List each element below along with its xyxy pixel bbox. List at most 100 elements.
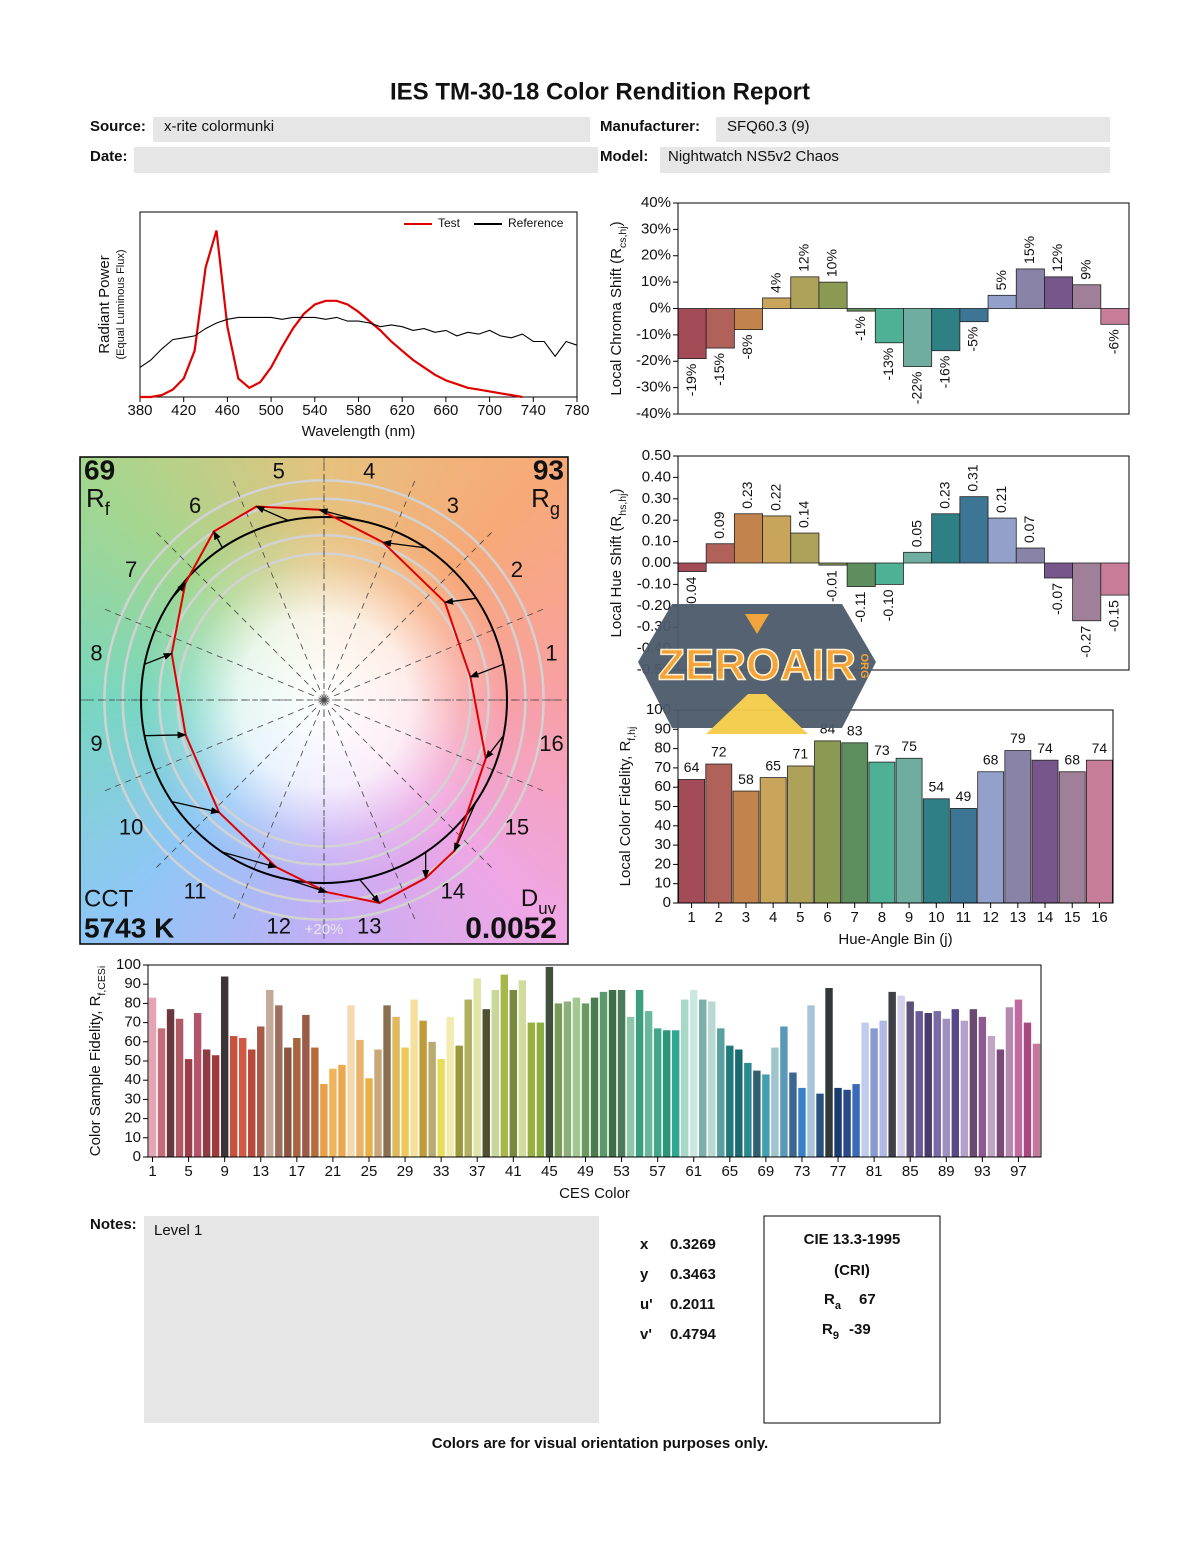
x-tick-label: 14 xyxy=(1037,909,1054,926)
bar xyxy=(1005,1007,1014,1157)
bar xyxy=(759,777,787,904)
bar xyxy=(175,1018,184,1157)
y-axis-label: Local Chroma Shift (Rcs,hj) xyxy=(608,221,629,395)
bar xyxy=(446,1016,454,1157)
shift-arrow xyxy=(288,878,328,893)
y-tick-label: 90 xyxy=(124,975,141,992)
bar xyxy=(870,1028,878,1157)
y-tick-label: 30 xyxy=(124,1090,141,1107)
bar xyxy=(818,281,848,309)
bar xyxy=(888,991,896,1157)
y-tick-label: 30% xyxy=(641,220,671,237)
value-label: 74 xyxy=(1092,740,1108,756)
chromaticity-label: x xyxy=(640,1236,649,1253)
value-label: -13% xyxy=(880,348,896,381)
y-tick-label: -0.10 xyxy=(637,575,671,592)
bar xyxy=(874,562,904,585)
y-tick-label: 80 xyxy=(124,994,141,1011)
bar xyxy=(1086,759,1113,904)
bar xyxy=(229,1036,238,1157)
shift-arrow xyxy=(255,505,289,522)
value-label: -0.11 xyxy=(852,591,868,622)
field-label: Model: xyxy=(600,148,648,165)
bar xyxy=(807,1005,815,1157)
bar xyxy=(852,1084,860,1157)
y-axis-label-part: hs,hj xyxy=(617,494,629,516)
bar xyxy=(626,1016,635,1157)
bar xyxy=(437,1059,445,1157)
field-value: SFQ60.3 (9) xyxy=(727,118,810,135)
bar xyxy=(320,1084,328,1157)
x-tick-label: 4 xyxy=(769,909,777,926)
bar xyxy=(705,543,735,564)
duv-symbol-part: uv xyxy=(538,899,556,918)
shift-arrow xyxy=(469,663,504,678)
bar xyxy=(401,1047,409,1157)
y-tick-label: 70 xyxy=(654,759,671,776)
y-tick-label: 10% xyxy=(641,273,671,290)
x-tick-label: 13 xyxy=(252,1163,269,1180)
shift-arrow xyxy=(171,801,220,814)
bar xyxy=(726,1045,734,1157)
y-axis-label-part: Local Hue Shift (R xyxy=(608,516,625,638)
x-axis-label-part: CES Color xyxy=(559,1185,630,1202)
value-label: -0.01 xyxy=(824,570,840,602)
bar xyxy=(653,1028,662,1157)
bar xyxy=(762,515,792,564)
x-tick-label: 1 xyxy=(148,1163,156,1180)
notes-value: Level 1 xyxy=(154,1222,202,1239)
x-tick-label: 53 xyxy=(613,1163,630,1180)
plot-frame xyxy=(677,709,1114,904)
ring-label: +20% xyxy=(305,921,344,938)
bar xyxy=(699,999,707,1157)
y-axis-label-part: f,hj xyxy=(626,727,638,741)
bar xyxy=(572,997,581,1157)
bar xyxy=(329,1068,337,1157)
bar xyxy=(428,1041,436,1157)
x-tick-label: 85 xyxy=(902,1163,919,1180)
bar xyxy=(302,1014,310,1157)
cri-symbol-sub: 9 xyxy=(833,1330,839,1342)
y-tick-label: -20% xyxy=(636,352,671,369)
x-tick-label: 660 xyxy=(433,402,458,419)
x-axis-label-part: Hue-Angle Bin (j) xyxy=(838,931,952,948)
hue-bin-label: 4 xyxy=(363,458,375,483)
y-tick-label: 40% xyxy=(641,194,671,211)
bar xyxy=(690,989,698,1157)
y-tick-label: 50 xyxy=(124,1052,141,1069)
shift-arrow xyxy=(222,851,278,869)
bar xyxy=(790,532,820,564)
value-label: -0.10 xyxy=(880,589,896,621)
bar xyxy=(482,1009,490,1157)
watermark-icon xyxy=(745,614,769,634)
shift-arrow xyxy=(171,582,186,599)
bar xyxy=(545,966,554,1157)
cri-symbol: Ra xyxy=(824,1291,842,1312)
legend-label: Test xyxy=(438,216,461,230)
value-label: 15% xyxy=(1021,236,1037,264)
cri-box xyxy=(763,1215,941,1424)
value-label: -22% xyxy=(908,372,924,405)
value-label: 83 xyxy=(847,723,863,739)
bar xyxy=(608,989,617,1157)
cri-subtitle: (CRI) xyxy=(834,1262,870,1279)
y-tick-label: 0.30 xyxy=(642,490,671,507)
value-label: -0.27 xyxy=(1077,626,1093,658)
bar xyxy=(374,1049,382,1157)
bar xyxy=(680,999,689,1157)
bar xyxy=(677,562,707,572)
x-tick-label: 9 xyxy=(905,909,913,926)
bar xyxy=(1044,562,1074,579)
bar xyxy=(347,1005,355,1157)
bar xyxy=(239,1037,247,1157)
y-tick-label: 50 xyxy=(654,797,671,814)
cri-symbol: R9 xyxy=(822,1321,839,1342)
y-axis-label-part: Local Chroma Shift (R xyxy=(608,248,625,396)
notes-label: Notes: xyxy=(90,1216,137,1233)
x-tick-label: 7 xyxy=(851,909,859,926)
value-label: 54 xyxy=(928,778,944,794)
bin-boundary xyxy=(323,699,417,922)
hue-bin-label: 2 xyxy=(511,557,523,582)
y-tick-label: 60 xyxy=(124,1033,141,1050)
bin-boundary xyxy=(231,699,325,922)
